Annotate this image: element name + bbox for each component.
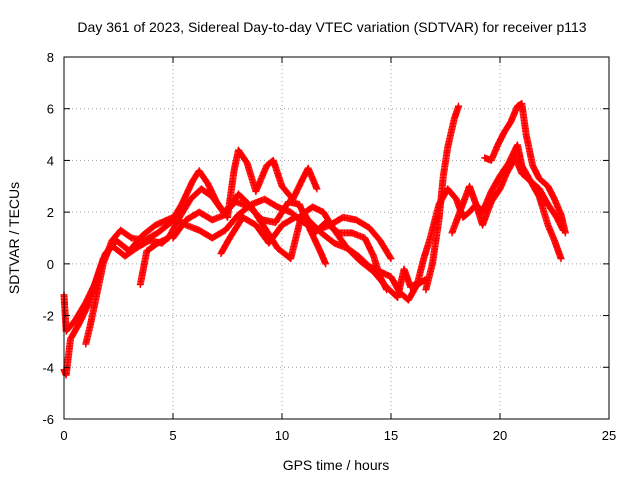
plot-frame xyxy=(63,56,610,420)
series-arc-3 xyxy=(82,146,321,348)
y-tick-label: -4 xyxy=(42,360,54,375)
series-arc-11 xyxy=(481,100,569,237)
x-tick-label: 15 xyxy=(384,428,398,443)
series-arc-2 xyxy=(60,195,395,379)
data-point xyxy=(455,102,463,110)
grid-lines xyxy=(64,57,609,419)
y-tick-label: 2 xyxy=(47,205,54,220)
x-axis-label: GPS time / hours xyxy=(283,457,390,473)
series-arc-10 xyxy=(448,154,565,263)
x-tick-label: 25 xyxy=(602,428,616,443)
data-point xyxy=(322,260,330,268)
y-tick-label: -6 xyxy=(42,412,54,427)
data-point xyxy=(561,229,569,237)
series-arc-7 xyxy=(300,208,391,294)
data-point xyxy=(386,253,394,261)
x-tick-label: 10 xyxy=(275,428,289,443)
data-point xyxy=(313,185,321,193)
series-arc-9 xyxy=(422,102,463,294)
data-points xyxy=(60,100,569,379)
axis-ticks: 0 5 10 15 20 25 -6 -4 -2 0 2 4 6 8 xyxy=(42,50,616,443)
y-tick-label: 6 xyxy=(47,102,54,117)
data-point xyxy=(383,286,391,294)
chart-title: Day 361 of 2023, Sidereal Day-to-day VTE… xyxy=(77,19,586,35)
y-tick-label: -2 xyxy=(42,309,54,324)
y-tick-label: 4 xyxy=(47,153,54,168)
y-axis-label: SDTVAR / TECUs xyxy=(6,182,22,294)
data-point xyxy=(557,255,565,263)
y-tick-label: 0 xyxy=(47,257,54,272)
x-tick-label: 20 xyxy=(493,428,507,443)
x-tick-label: 0 xyxy=(60,428,67,443)
x-tick-label: 5 xyxy=(169,428,176,443)
data-point xyxy=(387,255,395,263)
y-tick-label: 8 xyxy=(47,50,54,65)
